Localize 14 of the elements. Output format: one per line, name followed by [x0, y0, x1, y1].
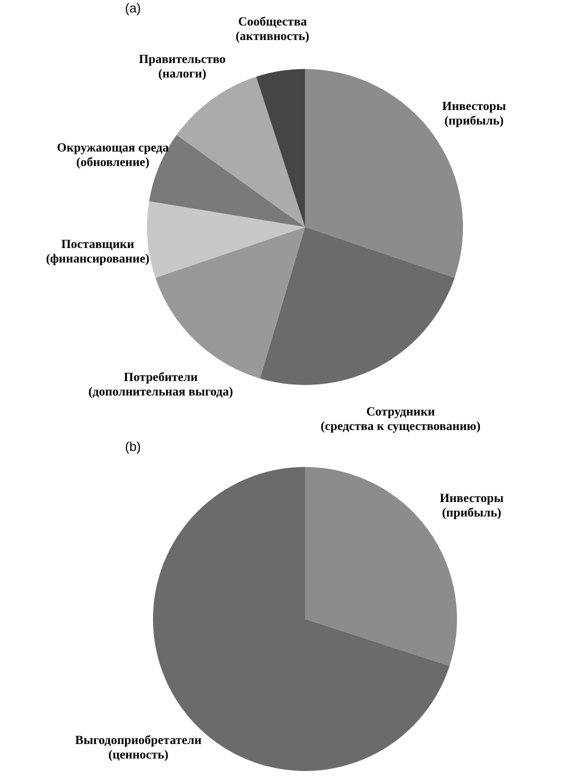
slice-label: Правительство (налоги): [138, 52, 226, 81]
slice-label: Сотрудники (средства к существованию): [320, 404, 480, 434]
pie-slice: [260, 227, 455, 385]
pie-slice: [256, 69, 305, 227]
slice-label: Окружающая среда (обновление): [56, 140, 170, 169]
slice-label: Инвесторы (прибыль): [440, 490, 504, 520]
slice-label: Потребители (дополнительная выгода): [88, 370, 234, 398]
slice-label: Сообщества (активность): [236, 14, 310, 44]
slice-label: Поставщики (финансирование): [46, 236, 150, 266]
pie-slice: [147, 201, 305, 278]
slice-label: Инвесторы (прибыль): [442, 98, 506, 128]
chart-title: (b): [125, 439, 141, 454]
slice-label: Выгодоприобретатели (ценность): [75, 733, 202, 762]
chart-title: (a): [125, 0, 141, 16]
